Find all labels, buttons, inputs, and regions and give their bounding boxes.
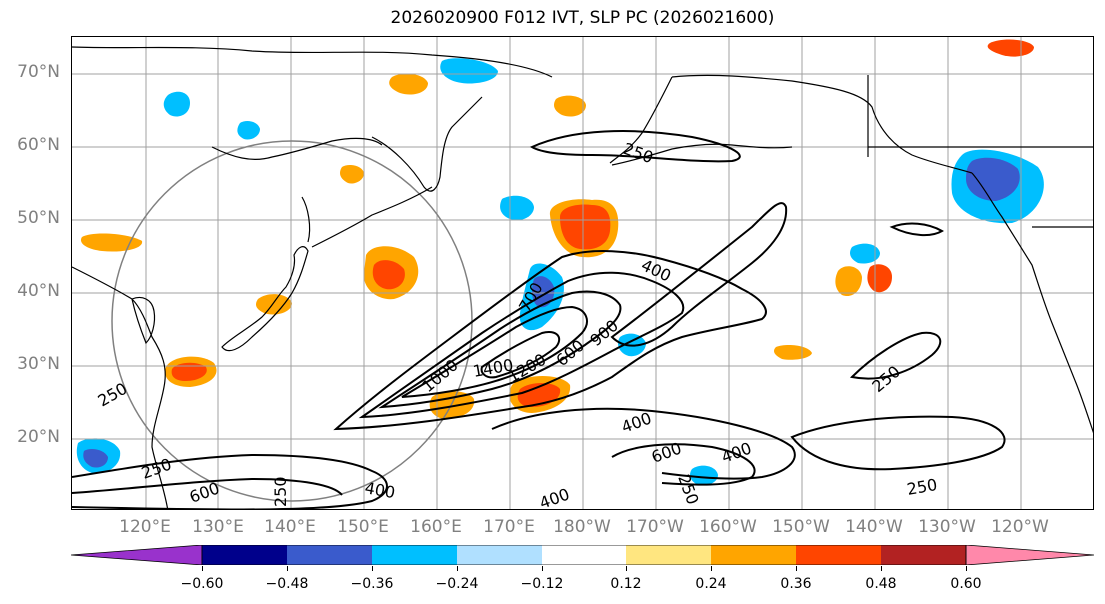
colorbar-tick-label: −0.48: [265, 576, 309, 592]
colorbar: [71, 545, 1094, 565]
negative-anomaly-patch: [163, 91, 190, 117]
lat-label-30: 30°N: [17, 354, 60, 374]
positive-anomaly-patch: [867, 264, 892, 293]
contour-label: 400: [363, 478, 396, 502]
colorbar-tick: [626, 566, 627, 571]
colorbar-tick: [202, 566, 203, 571]
lon-label-130w: 130°W: [918, 517, 976, 537]
negative-anomaly-patch: [500, 195, 534, 221]
colorbar-tick: [372, 566, 373, 571]
lon-label-120e: 120°E: [119, 517, 171, 537]
contour-label: 250: [271, 476, 290, 507]
colorbar-segment: [287, 545, 372, 565]
negative-anomaly-patch: [850, 243, 880, 264]
lat-label-50: 50°N: [17, 208, 60, 228]
lon-label-150e: 150°E: [337, 517, 389, 537]
map-panel: 250 400 700 1400 1000 1200 900 600 400 6…: [71, 36, 1094, 510]
colorbar-tick-label: −0.36: [350, 576, 394, 592]
positive-anomaly-patch: [835, 266, 862, 297]
colorbar-tick-label: −0.12: [520, 576, 564, 592]
positive-anomaly-patch: [80, 233, 143, 252]
colorbar-tick: [457, 566, 458, 571]
positive-anomaly-patch: [389, 73, 428, 95]
ivt-shading: [76, 39, 1044, 486]
colorbar-extend-left: [71, 545, 203, 565]
colorbar-tick: [966, 566, 967, 571]
ivt-contours: [72, 130, 1006, 509]
map-svg: 250 400 700 1400 1000 1200 900 600 400 6…: [72, 37, 1093, 510]
colorbar-tick-label: 0.60: [950, 576, 982, 592]
lon-label-140e: 140°E: [264, 517, 316, 537]
negative-anomaly-patch: [237, 121, 260, 140]
negative-anomaly-patch: [966, 157, 1020, 201]
positive-anomaly-patch: [554, 95, 586, 117]
colorbar-tick: [542, 566, 543, 571]
lat-label-60: 60°N: [17, 135, 60, 155]
colorbar-segment: [796, 545, 881, 565]
colorbar-segment: [372, 545, 457, 565]
colorbar-segment: [202, 545, 287, 565]
graticule: [72, 37, 1093, 509]
negative-anomaly-patch: [690, 465, 718, 486]
lon-label-180w: 180°W: [553, 517, 611, 537]
colorbar-tick-label: 0.12: [610, 576, 642, 592]
lon-label-170w: 170°W: [626, 517, 684, 537]
colorbar-tick: [287, 566, 288, 571]
lon-label-150w: 150°W: [772, 517, 830, 537]
lat-label-40: 40°N: [17, 281, 60, 301]
lon-label-170e: 170°E: [483, 517, 535, 537]
lon-label-160w: 160°W: [699, 517, 757, 537]
colorbar-tick: [881, 566, 882, 571]
contour-label: 400: [619, 408, 654, 436]
contour-label: 250: [868, 362, 904, 396]
colorbar-tick-label: 0.24: [695, 576, 727, 592]
lat-label-70: 70°N: [17, 62, 60, 82]
colorbar-tick: [796, 566, 797, 571]
positive-anomaly-patch: [987, 39, 1034, 57]
positive-anomaly-patch: [171, 362, 207, 381]
colorbar-tick: [711, 566, 712, 571]
contour-label: 250: [139, 454, 174, 482]
lon-label-140w: 140°W: [845, 517, 903, 537]
negative-anomaly-patch: [83, 449, 108, 468]
colorbar-extend-right: [965, 545, 1094, 565]
colorbar-tick-label: −0.24: [435, 576, 479, 592]
contour-label: 400: [537, 484, 572, 510]
chart-title: 2026020900 F012 IVT, SLP PC (2026021600): [390, 8, 775, 28]
contour-label: 400: [719, 438, 754, 466]
colorbar-segment: [711, 545, 796, 565]
colorbar-segment: [457, 545, 542, 565]
lat-label-20: 20°N: [17, 427, 60, 447]
lon-label-130e: 130°E: [192, 517, 244, 537]
colorbar-segment: [542, 545, 626, 565]
lon-label-120w: 120°W: [991, 517, 1049, 537]
contour-label: 250: [905, 475, 938, 499]
positive-anomaly-patch: [560, 204, 611, 250]
colorbar-tick-label: 0.36: [780, 576, 812, 592]
colorbar-tick-label: 0.48: [865, 576, 897, 592]
negative-anomaly-patch: [440, 58, 498, 84]
colorbar-outline: [201, 545, 967, 565]
positive-anomaly-patch: [340, 165, 364, 184]
contour-label: 250: [621, 139, 656, 167]
coastlines: [72, 46, 1093, 509]
positive-anomaly-patch: [774, 345, 812, 360]
colorbar-segment: [626, 545, 711, 565]
negative-anomaly-patch: [532, 276, 555, 308]
positive-anomaly-patch: [372, 260, 405, 290]
contour-label: 250: [95, 379, 131, 411]
lon-label-160e: 160°E: [410, 517, 462, 537]
colorbar-segment: [881, 545, 966, 565]
contour-label: 600: [649, 438, 684, 466]
contour-label: 900: [586, 316, 622, 350]
positive-anomaly-patch: [256, 294, 292, 315]
colorbar-tick-label: −0.60: [180, 576, 224, 592]
